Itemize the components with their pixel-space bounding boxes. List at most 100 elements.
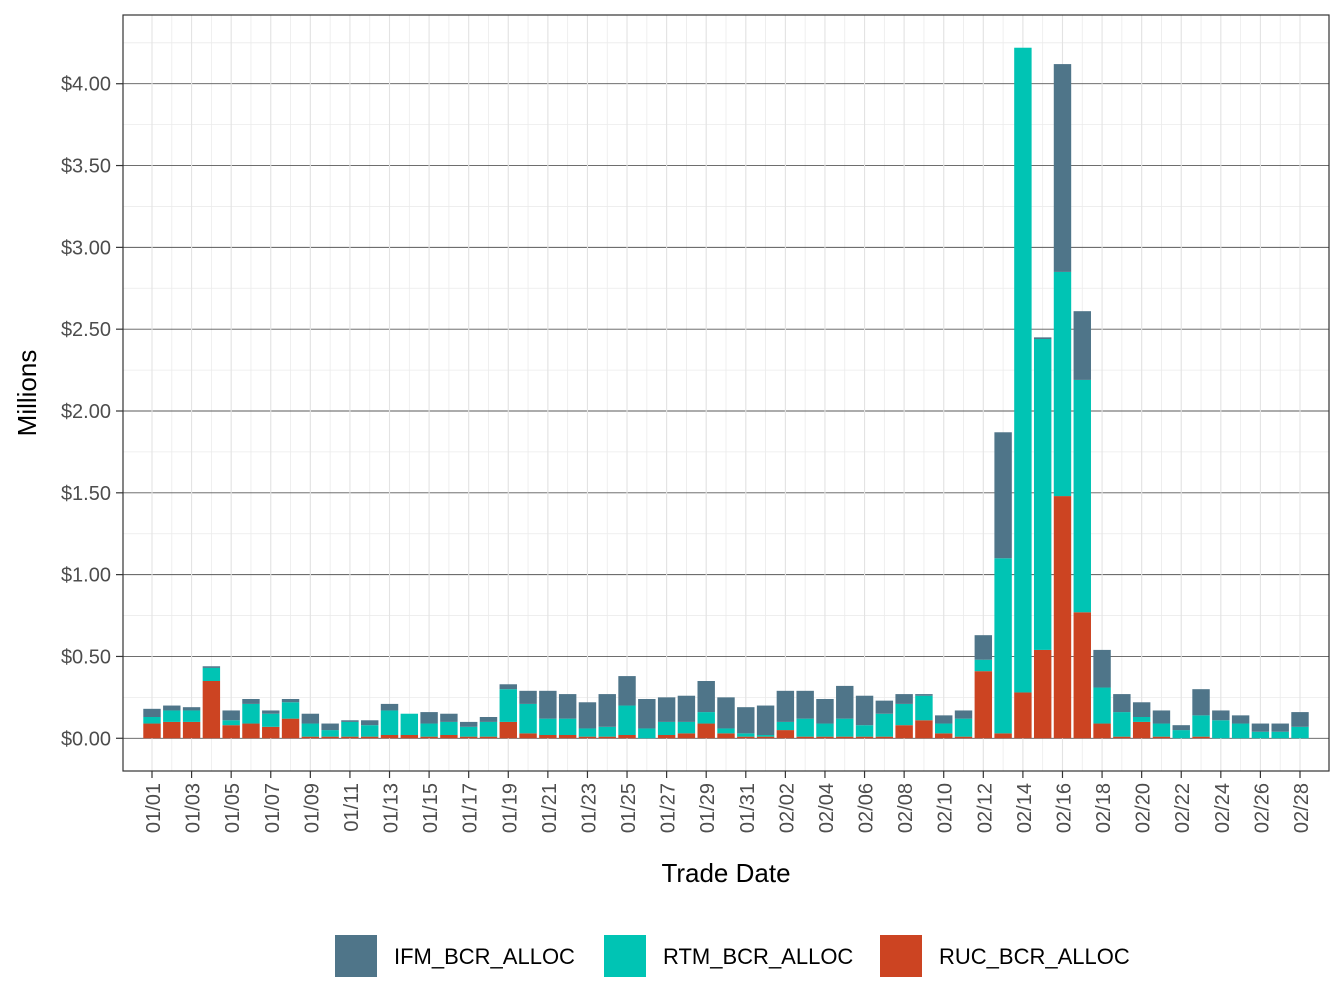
x-tick-label: 02/18 xyxy=(1093,783,1115,833)
bar-segment-ruc-bcr-alloc: 01/25 RUC_BCR_ALLOC: 0.02 xyxy=(618,735,636,739)
bar-segment-ifm-bcr-alloc: 01/30 IFM_BCR_ALLOC: 0.19 xyxy=(717,697,735,729)
bar-segment-ifm-bcr-alloc: 01/08 IFM_BCR_ALLOC: 0.02 xyxy=(281,699,300,703)
bar-segment-rtm-bcr-alloc: 02/15 RTM_BCR_ALLOC: 1.9 xyxy=(1033,339,1052,650)
bar-segment-ifm-bcr-alloc: 02/10 IFM_BCR_ALLOC: 0.05 xyxy=(935,715,953,724)
bar-segment-ifm-bcr-alloc: 01/05 IFM_BCR_ALLOC: 0.06 xyxy=(222,710,240,721)
bar-segment-ifm-bcr-alloc: 02/24 IFM_BCR_ALLOC: 0.06 xyxy=(1212,710,1230,721)
bar-segment-ifm-bcr-alloc: 01/21 IFM_BCR_ALLOC: 0.17 xyxy=(539,690,557,719)
x-axis: 01/01 01/03 01/05 01/07 01/09 01/11 01/13 01/15… xyxy=(143,771,1313,833)
bar-segment-ifm-bcr-alloc: 01/29 IFM_BCR_ALLOC: 0.19 xyxy=(697,681,715,713)
bar-segment-rtm-bcr-alloc: 01/09 RTM_BCR_ALLOC: 0.08 xyxy=(301,723,320,737)
bar-segment-ruc-bcr-alloc: 02/12 RUC_BCR_ALLOC: 0.41 xyxy=(974,671,993,739)
x-tick-label: 01/17 xyxy=(460,783,482,833)
bar-segment-rtm-bcr-alloc: 02/10 RTM_BCR_ALLOC: 0.06 xyxy=(935,723,953,734)
x-axis-title: Trade Date xyxy=(661,858,790,888)
bar-segment-ruc-bcr-alloc: 02/23 RUC_BCR_ALLOC: 0.01 xyxy=(1192,736,1210,739)
bar-segment-ifm-bcr-alloc: 01/23 IFM_BCR_ALLOC: 0.16 xyxy=(578,702,597,729)
bar-segment-rtm-bcr-alloc: 01/20 RTM_BCR_ALLOC: 0.18 xyxy=(519,703,537,734)
x-tick-label: 01/15 xyxy=(420,783,442,833)
bar-segment-ifm-bcr-alloc: 02/21 IFM_BCR_ALLOC: 0.08 xyxy=(1152,710,1171,724)
bar-segment-ifm-bcr-alloc: 02/27 IFM_BCR_ALLOC: 0.05 xyxy=(1271,723,1289,732)
bar-segment-rtm-bcr-alloc: 02/24 RTM_BCR_ALLOC: 0.11 xyxy=(1212,720,1230,739)
bar-segment-ifm-bcr-alloc: 02/02 IFM_BCR_ALLOC: 0.19 xyxy=(776,690,795,722)
bar-segment-ruc-bcr-alloc: 02/11 RUC_BCR_ALLOC: 0.01 xyxy=(954,736,973,739)
bar-segment-rtm-bcr-alloc: 01/30 RTM_BCR_ALLOC: 0.03 xyxy=(717,728,735,734)
x-tick-label: 02/02 xyxy=(776,783,798,833)
bar-segment-ruc-bcr-alloc: 01/27 RUC_BCR_ALLOC: 0.02 xyxy=(657,735,676,739)
bar-segment-rtm-bcr-alloc: 01/05 RTM_BCR_ALLOC: 0.03 xyxy=(222,720,240,726)
bar-segment-ifm-bcr-alloc: 01/07 IFM_BCR_ALLOC: 0.02 xyxy=(262,710,280,714)
bar-segment-ruc-bcr-alloc: 02/19 RUC_BCR_ALLOC: 0.01 xyxy=(1113,736,1131,739)
bar-segment-ruc-bcr-alloc: 02/01 RUC_BCR_ALLOC: 0.01 xyxy=(756,736,775,739)
bar-segment-ifm-bcr-alloc: 01/24 IFM_BCR_ALLOC: 0.2 xyxy=(598,694,616,727)
bar-segment-ifm-bcr-alloc: 01/19 IFM_BCR_ALLOC: 0.03 xyxy=(499,684,517,690)
bar-segment-ruc-bcr-alloc: 02/09 RUC_BCR_ALLOC: 0.11 xyxy=(915,720,933,739)
bar-segment-ruc-bcr-alloc: 01/21 RUC_BCR_ALLOC: 0.02 xyxy=(539,735,557,739)
bar-segment-ruc-bcr-alloc: 01/19 RUC_BCR_ALLOC: 0.1 xyxy=(499,721,517,739)
bar-segment-rtm-bcr-alloc: 01/23 RTM_BCR_ALLOC: 0.05 xyxy=(578,728,597,737)
legend-key-ruc-bcr-alloc xyxy=(880,935,922,977)
bar-segment-ruc-bcr-alloc: 01/06 RUC_BCR_ALLOC: 0.09 xyxy=(242,723,260,739)
bar-segment-rtm-bcr-alloc: 01/02 RTM_BCR_ALLOC: 0.07 xyxy=(163,710,181,722)
bar-segment-rtm-bcr-alloc: 02/05 RTM_BCR_ALLOC: 0.11 xyxy=(836,718,854,737)
bar-segment-rtm-bcr-alloc: 01/18 RTM_BCR_ALLOC: 0.09 xyxy=(479,721,498,737)
bar-segment-ruc-bcr-alloc: 01/13 RUC_BCR_ALLOC: 0.02 xyxy=(380,735,399,739)
bar-segment-ruc-bcr-alloc: 01/15 RUC_BCR_ALLOC: 0.01 xyxy=(420,736,438,739)
bar-segment-rtm-bcr-alloc: 02/20 RTM_BCR_ALLOC: 0.03 xyxy=(1132,717,1151,722)
bar-segment-ruc-bcr-alloc: 01/11 RUC_BCR_ALLOC: 0.01 xyxy=(341,736,359,739)
bar-segment-ruc-bcr-alloc: 02/04 RUC_BCR_ALLOC: 0.01 xyxy=(816,736,834,739)
bar-segment-rtm-bcr-alloc: 02/08 RTM_BCR_ALLOC: 0.13 xyxy=(895,703,913,726)
bar-segment-rtm-bcr-alloc: 02/25 RTM_BCR_ALLOC: 0.09 xyxy=(1231,723,1250,739)
bar-segment-ifm-bcr-alloc: 02/15 IFM_BCR_ALLOC: 0.01 xyxy=(1033,337,1052,339)
x-tick-label: 02/16 xyxy=(1053,783,1075,833)
x-tick-label: 02/22 xyxy=(1172,783,1194,833)
bar-segment-ifm-bcr-alloc: 02/12 IFM_BCR_ALLOC: 0.15 xyxy=(974,635,993,660)
x-tick-label: 01/29 xyxy=(697,783,719,833)
bar-segment-rtm-bcr-alloc: 02/22 RTM_BCR_ALLOC: 0.05 xyxy=(1172,730,1190,739)
x-tick-label: 02/28 xyxy=(1291,783,1313,833)
bar-segment-ifm-bcr-alloc: 01/04 IFM_BCR_ALLOC: 0.01 xyxy=(202,666,221,668)
x-tick-label: 01/21 xyxy=(539,783,561,833)
bar-segment-rtm-bcr-alloc: 02/01 RTM_BCR_ALLOC: 0.01 xyxy=(756,735,775,737)
bar-segment-rtm-bcr-alloc: 01/19 RTM_BCR_ALLOC: 0.2 xyxy=(499,689,517,722)
bar-segment-rtm-bcr-alloc: 02/11 RTM_BCR_ALLOC: 0.11 xyxy=(954,718,973,737)
bar-segment-ruc-bcr-alloc: 01/04 RUC_BCR_ALLOC: 0.35 xyxy=(202,681,221,739)
bar-segment-rtm-bcr-alloc: 01/29 RTM_BCR_ALLOC: 0.07 xyxy=(697,712,715,724)
x-tick-label: 01/25 xyxy=(618,783,640,833)
bar-segment-rtm-bcr-alloc: 02/28 RTM_BCR_ALLOC: 0.07 xyxy=(1291,726,1309,739)
bar-segment-ifm-bcr-alloc: 02/23 IFM_BCR_ALLOC: 0.16 xyxy=(1192,689,1210,716)
bar-segment-rtm-bcr-alloc: 02/26 RTM_BCR_ALLOC: 0.04 xyxy=(1251,731,1270,739)
bar-segment-ruc-bcr-alloc: 01/23 RUC_BCR_ALLOC: 0.01 xyxy=(578,736,597,739)
y-tick-label: $1.00 xyxy=(61,565,111,587)
bar-segment-rtm-bcr-alloc: 01/14 RTM_BCR_ALLOC: 0.13 xyxy=(400,713,419,735)
bar-segment-rtm-bcr-alloc: 01/22 RTM_BCR_ALLOC: 0.1 xyxy=(558,718,577,735)
x-tick-label: 02/20 xyxy=(1133,783,1155,833)
legend-label: IFM_BCR_ALLOC xyxy=(394,944,575,969)
x-tick-label: 02/04 xyxy=(816,783,838,833)
y-tick-label: $0.50 xyxy=(61,646,111,668)
bar-segment-ruc-bcr-alloc: 02/17 RUC_BCR_ALLOC: 0.77 xyxy=(1073,612,1091,739)
y-tick-label: $3.50 xyxy=(61,156,111,178)
bar-segment-ifm-bcr-alloc: 01/12 IFM_BCR_ALLOC: 0.03 xyxy=(361,720,379,726)
plot-border xyxy=(122,14,1330,772)
bar-segment-ruc-bcr-alloc: 02/03 RUC_BCR_ALLOC: 0.01 xyxy=(796,736,814,739)
bar-segment-rtm-bcr-alloc: 01/17 RTM_BCR_ALLOC: 0.06 xyxy=(459,726,478,737)
bar-segment-ruc-bcr-alloc: 01/05 RUC_BCR_ALLOC: 0.08 xyxy=(222,725,240,739)
bar-segment-ifm-bcr-alloc: 02/11 IFM_BCR_ALLOC: 0.05 xyxy=(954,710,973,719)
bar-segment-rtm-bcr-alloc: 01/04 RTM_BCR_ALLOC: 0.08 xyxy=(202,667,221,681)
bar-segment-ifm-bcr-alloc: 01/11 IFM_BCR_ALLOC: 0.01 xyxy=(341,720,359,722)
bar-segment-ruc-bcr-alloc: 01/02 RUC_BCR_ALLOC: 0.1 xyxy=(163,721,181,739)
bar-segment-ifm-bcr-alloc: 02/06 IFM_BCR_ALLOC: 0.18 xyxy=(855,695,874,726)
bar-segment-rtm-bcr-alloc: 01/10 RTM_BCR_ALLOC: 0.04 xyxy=(321,730,339,737)
bar-segment-rtm-bcr-alloc: 01/06 RTM_BCR_ALLOC: 0.12 xyxy=(242,703,260,724)
bar-segment-rtm-bcr-alloc: 02/03 RTM_BCR_ALLOC: 0.11 xyxy=(796,718,814,737)
x-tick-label: 02/08 xyxy=(895,783,917,833)
bar-segment-ifm-bcr-alloc: 01/06 IFM_BCR_ALLOC: 0.03 xyxy=(242,699,260,704)
bar-segment-ruc-bcr-alloc: 01/24 RUC_BCR_ALLOC: 0.01 xyxy=(598,736,616,739)
bar-segment-ifm-bcr-alloc: 01/16 IFM_BCR_ALLOC: 0.05 xyxy=(440,713,458,722)
x-tick-label: 01/23 xyxy=(578,783,600,833)
bar-segment-ifm-bcr-alloc: 02/18 IFM_BCR_ALLOC: 0.23 xyxy=(1093,649,1111,688)
bar-segment-ruc-bcr-alloc: 01/17 RUC_BCR_ALLOC: 0.01 xyxy=(459,736,478,739)
bar-segment-ruc-bcr-alloc: 01/22 RUC_BCR_ALLOC: 0.02 xyxy=(558,735,577,739)
